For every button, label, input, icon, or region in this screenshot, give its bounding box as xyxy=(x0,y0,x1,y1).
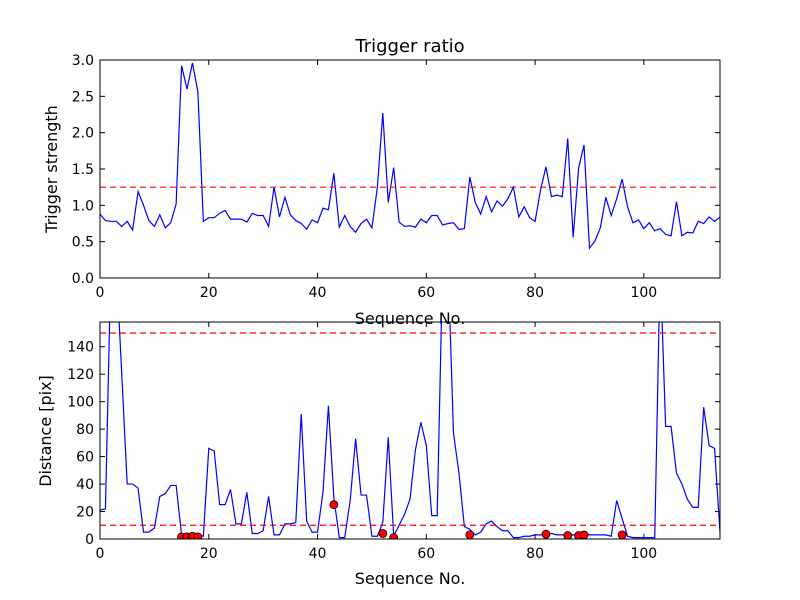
y-tick-label: 80 xyxy=(76,422,94,438)
y-tick-label: 120 xyxy=(67,367,94,383)
data-point-marker xyxy=(542,530,550,538)
y-tick-label: 0.5 xyxy=(72,235,94,251)
y-axis-label: Distance [pix] xyxy=(36,375,55,487)
data-point-marker xyxy=(580,531,588,539)
x-tick-label: 40 xyxy=(309,546,327,562)
x-axis-label: Sequence No. xyxy=(355,309,466,328)
figure-background xyxy=(0,0,800,600)
x-tick-label: 20 xyxy=(200,546,218,562)
y-tick-label: 40 xyxy=(76,477,94,493)
figure: Trigger ratio 0 20 40 60 80 100 0.0 0.5 1.0 1.5 2.… xyxy=(0,0,800,600)
y-axis-label: Trigger strength xyxy=(42,105,61,234)
y-tick-label: 2.5 xyxy=(72,89,94,105)
x-tick-label: 0 xyxy=(96,546,105,562)
data-point-marker xyxy=(379,530,387,538)
y-tick-label: 140 xyxy=(67,340,94,356)
data-point-marker xyxy=(466,531,474,539)
x-tick-label: 100 xyxy=(630,285,657,301)
x-tick-label: 80 xyxy=(526,285,544,301)
x-tick-label: 60 xyxy=(417,285,435,301)
y-tick-label: 20 xyxy=(76,505,94,521)
y-tick-label: 2.0 xyxy=(72,126,94,142)
data-point-marker xyxy=(564,532,572,540)
x-tick-label: 40 xyxy=(309,285,327,301)
x-axis-label: Sequence No. xyxy=(355,569,466,588)
data-point-marker xyxy=(618,531,626,539)
x-tick-label: 60 xyxy=(417,546,435,562)
data-point-marker xyxy=(330,501,338,509)
x-tick-label: 80 xyxy=(526,546,544,562)
y-tick-label: 1.5 xyxy=(72,162,94,178)
x-tick-label: 20 xyxy=(200,285,218,301)
x-tick-label: 100 xyxy=(630,546,657,562)
y-tick-label: 3.0 xyxy=(72,53,94,69)
y-tick-label: 100 xyxy=(67,395,94,411)
chart-title: Trigger ratio xyxy=(354,36,464,57)
y-tick-label: 0.0 xyxy=(72,271,94,287)
x-tick-label: 0 xyxy=(96,285,105,301)
y-tick-label: 60 xyxy=(76,450,94,466)
y-tick-label: 0 xyxy=(85,532,94,548)
y-tick-label: 1.0 xyxy=(72,198,94,214)
